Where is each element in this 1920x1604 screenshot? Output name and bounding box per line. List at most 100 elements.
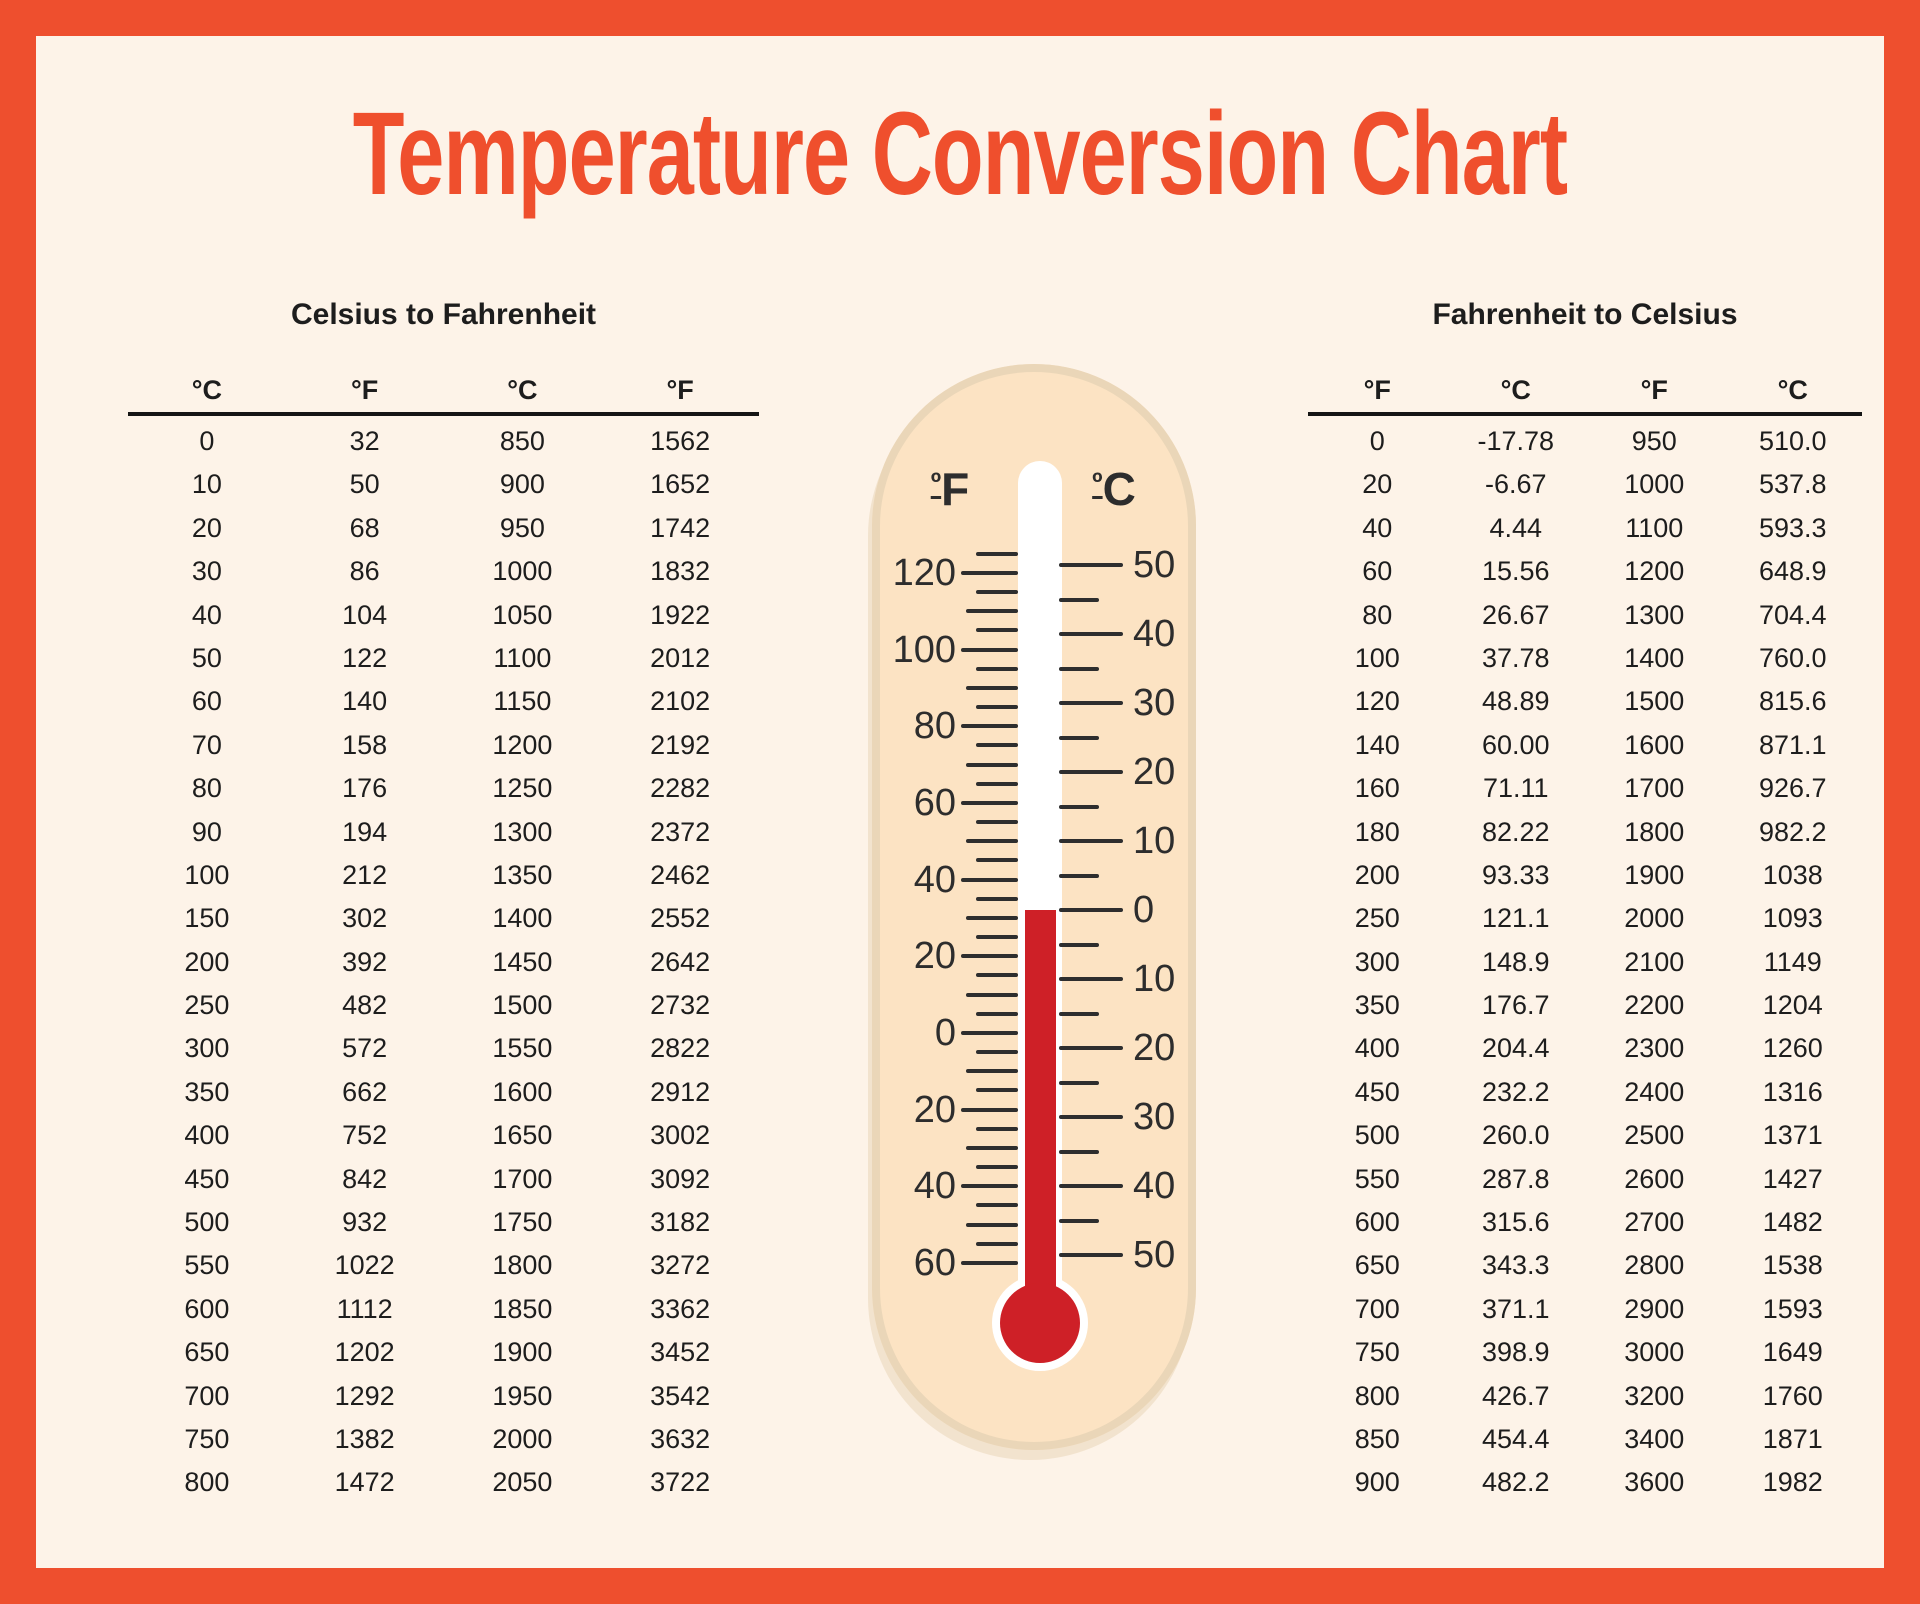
table-cell: 3400	[1585, 1418, 1724, 1461]
table-cell: 82.22	[1447, 811, 1586, 854]
tick-major	[1059, 1184, 1123, 1188]
tick-major	[1059, 770, 1123, 774]
mercury-bulb	[1000, 1283, 1080, 1363]
tick-label: 20	[1133, 753, 1175, 791]
table-cell: 70	[128, 724, 286, 767]
table-cell: 3452	[601, 1331, 759, 1374]
tick-major	[961, 1108, 1018, 1112]
tick-label: 0	[935, 1014, 956, 1052]
table-cell: 1149	[1724, 941, 1863, 984]
table-cell: 1742	[601, 507, 759, 550]
tick-minor	[966, 1146, 1018, 1150]
degree-ordinal: º	[1092, 467, 1102, 499]
table-cell: 1200	[444, 724, 602, 767]
table-cell: 2642	[601, 941, 759, 984]
tick-label: 10	[1133, 822, 1175, 860]
table-cell: 3272	[601, 1244, 759, 1287]
table-cell: 1871	[1724, 1418, 1863, 1461]
table-cell: 1650	[444, 1114, 602, 1157]
header-rule	[128, 412, 759, 416]
table-cell: 250	[128, 984, 286, 1027]
tick-minor	[1059, 1012, 1099, 1016]
tick-minor	[1059, 874, 1099, 878]
tick-minor	[976, 1050, 1018, 1054]
table-cell: 1204	[1724, 984, 1863, 1027]
table-row: 15030214002552	[128, 897, 759, 940]
table-cell: 1300	[444, 811, 602, 854]
table-cell: 950	[444, 507, 602, 550]
tick-minor	[966, 609, 1018, 613]
tick-minor	[966, 839, 1018, 843]
table-cell: 450	[128, 1158, 286, 1201]
table-cell: 600	[1308, 1201, 1447, 1244]
table-cell: 1472	[286, 1461, 444, 1504]
table-cell: 204.4	[1447, 1027, 1586, 1070]
table-cell: 1760	[1724, 1375, 1863, 1418]
tick-major	[961, 1261, 1018, 1265]
table-cell: 1700	[1585, 767, 1724, 810]
table-row: 5012211002012	[128, 637, 759, 680]
column-header: °C	[1447, 370, 1586, 410]
tick-major	[961, 954, 1018, 958]
header-rule	[1308, 412, 1862, 416]
tick-label: 50	[1133, 1236, 1175, 1274]
table-row: 450232.224001316	[1308, 1071, 1862, 1114]
tick-minor	[1059, 598, 1099, 602]
tick-minor	[966, 1069, 1018, 1073]
tick-label: 30	[1133, 1098, 1175, 1136]
table-body: 0-17.78950510.020-6.671000537.8404.44110…	[1308, 420, 1862, 1505]
tick-label: 40	[914, 861, 956, 899]
table-cell: 2102	[601, 680, 759, 723]
table-cell: 3722	[601, 1461, 759, 1504]
tick-label: 60	[914, 784, 956, 822]
table-row: 9019413002372	[128, 811, 759, 854]
tick-major	[961, 571, 1018, 575]
tick-major	[1059, 839, 1123, 843]
table-row: 0328501562	[128, 420, 759, 463]
table-cell: 3600	[1585, 1461, 1724, 1504]
table-cell: 2200	[1585, 984, 1724, 1027]
table-cell: 1316	[1724, 1071, 1863, 1114]
table-cell: 1112	[286, 1288, 444, 1331]
table-cell: 3002	[601, 1114, 759, 1157]
tick-minor	[976, 1012, 1018, 1016]
tick-minor	[1059, 1219, 1099, 1223]
table-cell: 3182	[601, 1201, 759, 1244]
table-cell: 1800	[444, 1244, 602, 1287]
table-row: 850454.434001871	[1308, 1418, 1862, 1461]
thermometer: ºF ºC 1201008060402002040605040302010010…	[872, 364, 1196, 1450]
tick-minor	[1059, 943, 1099, 947]
table-cell: 1982	[1724, 1461, 1863, 1504]
table-cell: 200	[128, 941, 286, 984]
table-cell: 60.00	[1447, 724, 1586, 767]
table-cell: 20	[128, 507, 286, 550]
column-headers: °C°F°C°F	[128, 370, 759, 410]
table-cell: 4.44	[1447, 507, 1586, 550]
table-cell: 300	[128, 1027, 286, 1070]
table-row: 750138220003632	[128, 1418, 759, 1461]
tick-minor	[966, 1223, 1018, 1227]
tick-minor	[976, 973, 1018, 977]
table-cell: 1649	[1724, 1331, 1863, 1374]
table-row: 650343.328001538	[1308, 1244, 1862, 1287]
tick-minor	[1059, 1081, 1099, 1085]
table-cell: 2500	[1585, 1114, 1724, 1157]
column-headers: °F°C°F°C	[1308, 370, 1862, 410]
table-cell: 1922	[601, 594, 759, 637]
table-cell: 1800	[1585, 811, 1724, 854]
table-cell: 1038	[1724, 854, 1863, 897]
table-cell: 482	[286, 984, 444, 1027]
table-title: Fahrenheit to Celsius	[1308, 298, 1862, 332]
tick-label: 50	[1133, 546, 1175, 584]
table-cell: 1022	[286, 1244, 444, 1287]
table-cell: 40	[128, 594, 286, 637]
table-cell: 1050	[444, 594, 602, 637]
table-cell: 982.2	[1724, 811, 1863, 854]
table-cell: 2000	[444, 1418, 602, 1461]
tick-label: 80	[914, 707, 956, 745]
column-header: °C	[1724, 370, 1863, 410]
table-cell: 0	[128, 420, 286, 463]
table-cell: 3200	[1585, 1375, 1724, 1418]
table-cell: 2900	[1585, 1288, 1724, 1331]
table-row: 16071.111700926.7	[1308, 767, 1862, 810]
